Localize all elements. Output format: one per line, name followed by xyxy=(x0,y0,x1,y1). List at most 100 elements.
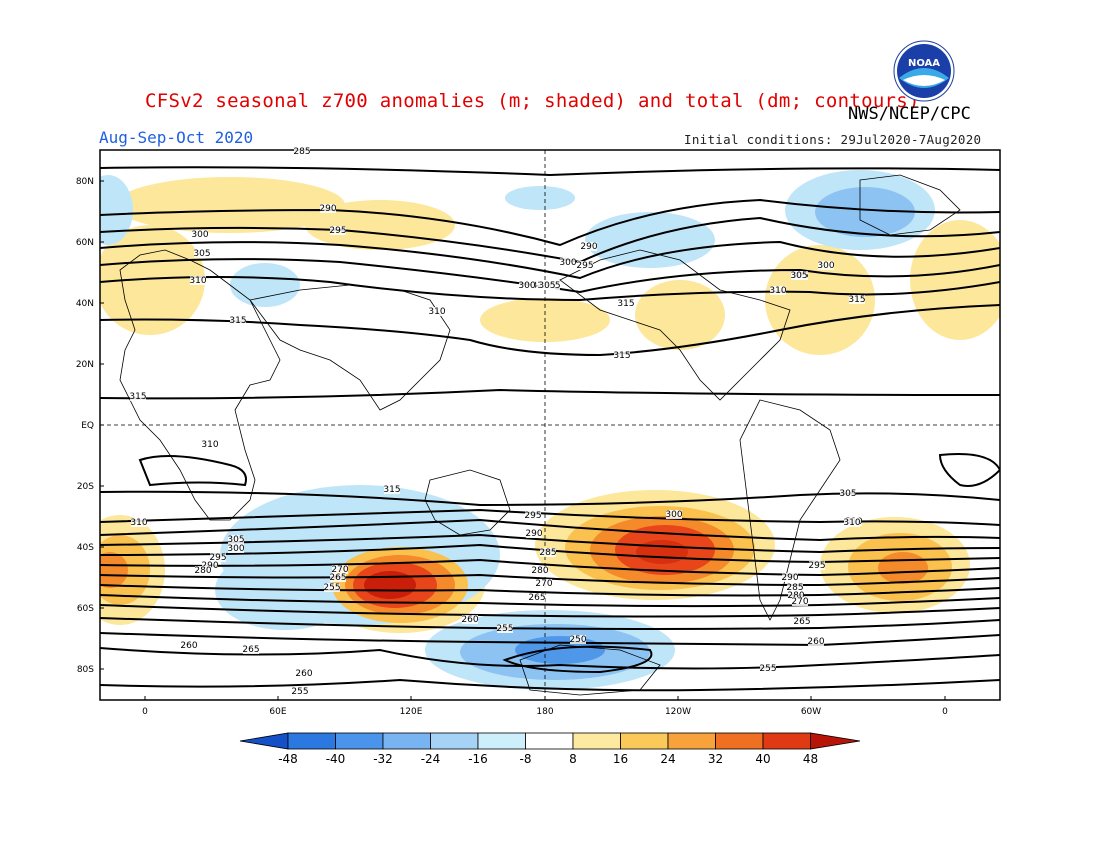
colorbar-right-arrow xyxy=(810,732,861,750)
contour-310 xyxy=(100,276,1000,302)
contour-label: 270 xyxy=(535,579,552,589)
anomaly-neg-alaska xyxy=(585,212,715,268)
colorbar-label: 48 xyxy=(803,752,818,766)
contour-label: 290 xyxy=(319,204,336,214)
contour-260-pole xyxy=(100,678,1000,692)
colorbar-label: 24 xyxy=(660,752,675,766)
contour-label: 305 xyxy=(839,489,856,499)
contour-315-atlantic xyxy=(938,453,1000,487)
lon-label: 0 xyxy=(142,707,148,717)
contour-295-south xyxy=(100,543,1000,564)
contour-label: 265 xyxy=(329,573,346,583)
contour-label: 315 xyxy=(129,392,146,402)
contour-label: 310 xyxy=(428,307,445,317)
colorbar-segment xyxy=(762,732,811,750)
contour-label: 305 xyxy=(790,271,807,281)
contour-315-north xyxy=(100,304,1000,357)
contour-label: 295 xyxy=(524,511,541,521)
anomaly-shading xyxy=(100,166,1000,696)
lat-label: 40S xyxy=(77,543,94,553)
lon-label: 0 xyxy=(942,707,948,717)
latitude-labels: 80N 60N 40N 20N EQ 20S 40S 60S 80S xyxy=(76,177,104,675)
colorbar-segment xyxy=(715,732,764,750)
contour-315-tropics xyxy=(100,388,1000,400)
anomaly-pos-europe xyxy=(100,225,205,335)
contour-300 xyxy=(100,240,1000,280)
contour-label: 315 xyxy=(229,316,246,326)
contour-305-south xyxy=(100,518,1000,542)
contour-label: 265 xyxy=(793,617,810,627)
contour-275-south xyxy=(100,594,1000,608)
contour-label: 295 xyxy=(808,561,825,571)
contour-label: 250 xyxy=(569,635,586,645)
contour-label: 255 xyxy=(496,624,513,634)
colorbar-label: 16 xyxy=(613,752,628,766)
contour-315-south xyxy=(100,490,1000,507)
lat-label: 80S xyxy=(77,665,94,675)
coastline-australia xyxy=(424,469,511,536)
contour-270-south xyxy=(100,604,1000,618)
contour-label: 260 xyxy=(295,669,312,679)
contour-305 xyxy=(100,258,1000,294)
contour-label: 280 xyxy=(531,566,548,576)
contour-290-south xyxy=(100,558,1000,577)
contour-label: 265 xyxy=(242,645,259,655)
contour-label: 310 xyxy=(201,440,218,450)
lon-label: 120E xyxy=(400,707,423,717)
colorbar-label: 40 xyxy=(755,752,770,766)
colorbar-label: -40 xyxy=(326,752,346,766)
contour-label: 280 xyxy=(194,566,211,576)
logo-text: NOAA xyxy=(908,58,940,69)
contour-label: 300 xyxy=(665,510,682,520)
lat-label: 80N xyxy=(76,177,94,187)
contour-label: 280 xyxy=(787,591,804,601)
anomaly-neg-greenland-west xyxy=(100,175,133,245)
colorbar-segment xyxy=(287,732,336,750)
lat-label: 60S xyxy=(77,604,94,614)
anomaly-pos-atlantic-europe xyxy=(910,220,1000,340)
anomaly-neg-arctic-pacific xyxy=(505,186,575,210)
contour-label: 285 xyxy=(293,147,310,157)
colorbar-label: -24 xyxy=(421,752,441,766)
contour-label: 295 xyxy=(329,226,346,236)
contour-label: 315 xyxy=(848,295,865,305)
colorbar-left-arrow xyxy=(239,732,289,750)
contour-label: 260 xyxy=(180,641,197,651)
contour-285-south xyxy=(100,573,1000,587)
contour-label: 270 xyxy=(791,597,808,607)
contour-255-south xyxy=(100,647,1000,670)
colorbar-segment xyxy=(477,732,526,750)
coastline-africa-europe xyxy=(119,249,281,521)
contour-label: 315 xyxy=(613,351,630,361)
contour-310-south xyxy=(100,508,1000,526)
contour-290 xyxy=(100,198,1000,247)
colorbar-segment xyxy=(620,732,669,750)
contour-label: 315 xyxy=(383,485,400,495)
coastline-antarctica xyxy=(519,644,661,696)
contour-label: 290 xyxy=(525,529,542,539)
contour-label: 270 xyxy=(331,565,348,575)
lon-label: 60W xyxy=(801,707,821,717)
contour-label: 285 xyxy=(786,583,803,593)
contour-label: 295 xyxy=(209,553,226,563)
contour-label: 265 xyxy=(528,593,545,603)
contour-285-north xyxy=(100,166,1000,177)
coastline-north-america xyxy=(559,249,791,401)
noaa-logo: NOAA xyxy=(893,40,955,102)
contour-280-south xyxy=(100,584,1000,597)
colorbar-segment xyxy=(335,732,384,750)
colorbar-segment xyxy=(572,732,621,750)
season-label: Aug-Sep-Oct 2020 xyxy=(99,128,254,147)
contour-label: 295 xyxy=(576,261,593,271)
colorbar-label: -48 xyxy=(278,752,298,766)
contour-label: 300 xyxy=(817,261,834,271)
colorbar-segment xyxy=(525,732,574,750)
contour-315-africa xyxy=(138,455,247,487)
contour-label: 300 xyxy=(227,544,244,554)
lon-label: 180 xyxy=(536,707,553,717)
anomaly-neg-caspian xyxy=(230,263,300,307)
contour-label: 305 xyxy=(227,535,244,545)
colorbar-label: -32 xyxy=(373,752,393,766)
contour-label: 255 xyxy=(291,687,308,697)
